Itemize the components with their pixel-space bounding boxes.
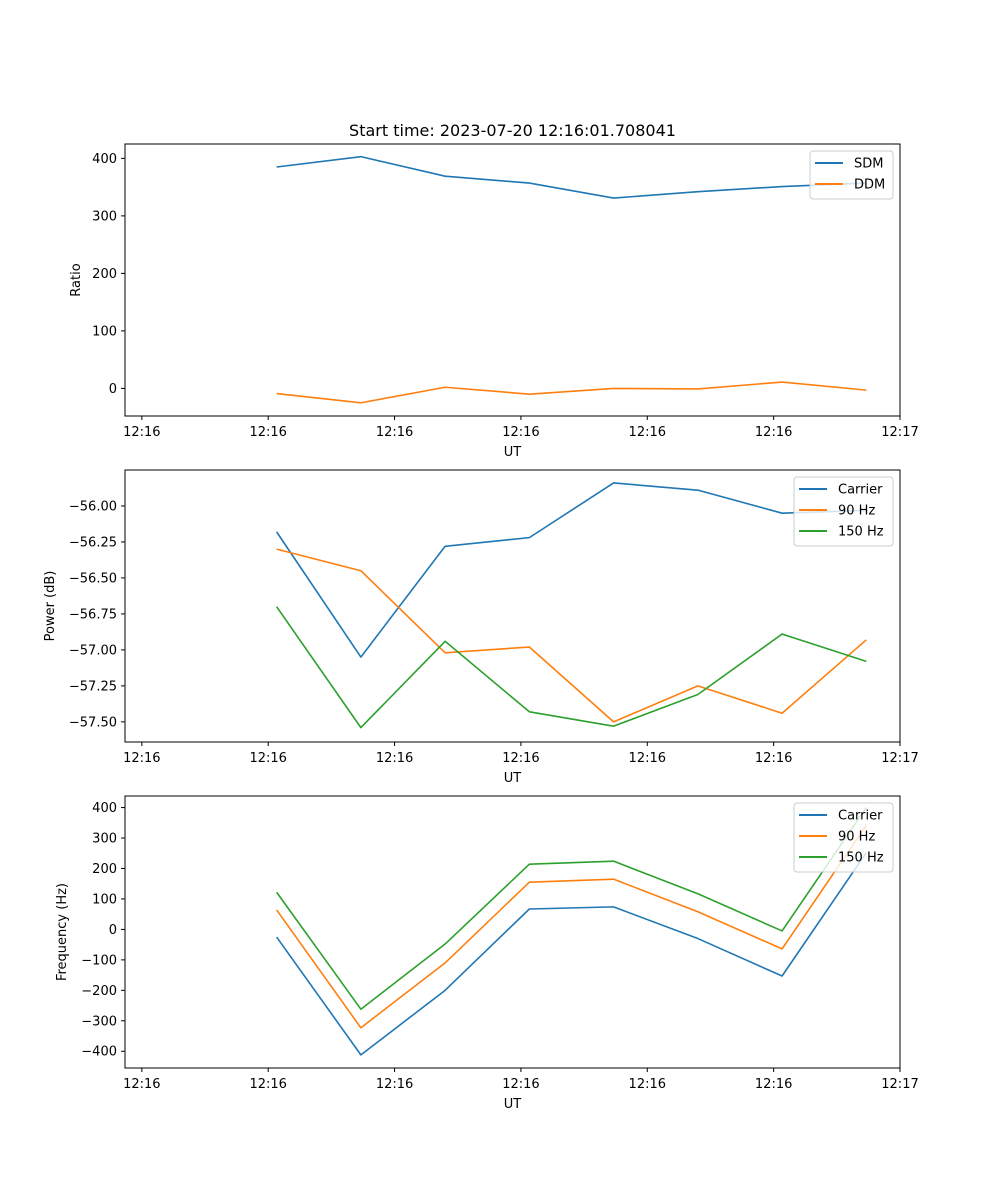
x-tick-label: 12:17 — [881, 1077, 918, 1092]
y-tick-label: −56.00 — [69, 499, 117, 514]
series-line-carrier — [275, 482, 867, 658]
y-tick-label: −57.25 — [69, 679, 117, 694]
x-axis-label: UT — [504, 445, 522, 460]
panel-1: Start time: 2023-07-20 12:16:01.708041 12… — [69, 121, 919, 460]
panel-2: 12:16 12:16 12:16 12:16 12:16 12:16 12:17 −57.5… — [43, 469, 919, 786]
axes-frame — [124, 143, 901, 417]
panel-3: 12:16 12:16 12:16 12:16 12:16 12:16 12:17 −400 −… — [55, 795, 919, 1112]
y-tick-label: 400 — [92, 801, 117, 816]
y-tick-label: −56.75 — [69, 607, 117, 622]
y-tick-label: 300 — [92, 209, 117, 224]
x-tick-label: 12:16 — [376, 751, 413, 766]
y-tick-label: −57.50 — [69, 715, 117, 730]
series-line-90-hz — [275, 824, 867, 1029]
x-tick-label: 12:16 — [502, 751, 539, 766]
legend-label: Carrier — [838, 483, 883, 498]
y-tick-label: 100 — [92, 892, 117, 907]
x-tick-label: 12:17 — [881, 751, 918, 766]
series-line-150-hz — [275, 606, 867, 729]
legend-label: 90 Hz — [838, 830, 875, 845]
y-axis-label: Ratio — [69, 263, 84, 296]
y-tick-label: 200 — [92, 267, 117, 282]
legend: Carrier 90 Hz 150 Hz — [793, 476, 894, 547]
series-line-150-hz — [275, 807, 867, 1011]
x-tick-label: 12:16 — [629, 425, 666, 440]
legend: Carrier 90 Hz 150 Hz — [793, 802, 894, 873]
y-tick-label: −56.50 — [69, 571, 117, 586]
y-tick-label: −400 — [81, 1045, 117, 1060]
legend-box — [793, 802, 894, 873]
x-tick-label: 12:16 — [123, 425, 160, 440]
x-tick-label: 12:16 — [502, 1077, 539, 1092]
x-tick-label: 12:16 — [249, 425, 286, 440]
x-tick-label: 12:16 — [249, 1077, 286, 1092]
legend-box — [793, 476, 894, 547]
legend-label: 150 Hz — [838, 525, 884, 540]
x-tick-label: 12:16 — [249, 751, 286, 766]
x-tick-label: 12:16 — [123, 1077, 160, 1092]
x-tick-label: 12:16 — [755, 751, 792, 766]
y-tick-label: −200 — [81, 984, 117, 999]
legend-label: 90 Hz — [838, 504, 875, 519]
y-tick-label: −300 — [81, 1014, 117, 1029]
x-tick-label: 12:16 — [123, 751, 160, 766]
chart-title: Start time: 2023-07-20 12:16:01.708041 — [349, 121, 676, 140]
y-tick-label: 100 — [92, 324, 117, 339]
y-axis-label: Frequency (Hz) — [55, 883, 70, 981]
y-tick-label: 200 — [92, 862, 117, 877]
y-tick-label: 0 — [109, 382, 117, 397]
series-line-carrier — [275, 852, 867, 1056]
x-tick-label: 12:16 — [502, 425, 539, 440]
legend-label: 150 Hz — [838, 851, 884, 866]
series-line-sdm — [276, 155, 867, 199]
x-tick-label: 12:16 — [755, 1077, 792, 1092]
legend-label: Carrier — [838, 809, 883, 824]
legend: SDM DDM — [809, 150, 894, 200]
x-axis-label: UT — [504, 771, 522, 786]
x-tick-label: 12:16 — [629, 751, 666, 766]
series-line-90-hz — [276, 548, 867, 723]
axes-frame — [124, 469, 901, 743]
legend-label: DDM — [854, 178, 885, 193]
y-tick-label: 0 — [109, 923, 117, 938]
y-tick-label: −100 — [81, 953, 117, 968]
x-tick-label: 12:17 — [881, 425, 918, 440]
x-axis-label: UT — [504, 1097, 522, 1112]
y-tick-label: 300 — [92, 832, 117, 847]
y-tick-label: 400 — [92, 152, 117, 167]
y-axis-label: Power (dB) — [43, 571, 58, 642]
y-tick-label: −56.25 — [69, 535, 117, 550]
x-tick-label: 12:16 — [629, 1077, 666, 1092]
series-line-ddm — [276, 381, 867, 404]
y-tick-label: −57.00 — [69, 643, 117, 658]
axes-frame — [124, 795, 901, 1069]
x-tick-label: 12:16 — [376, 1077, 413, 1092]
x-tick-label: 12:16 — [755, 425, 792, 440]
x-tick-label: 12:16 — [376, 425, 413, 440]
legend-label: SDM — [854, 157, 883, 172]
